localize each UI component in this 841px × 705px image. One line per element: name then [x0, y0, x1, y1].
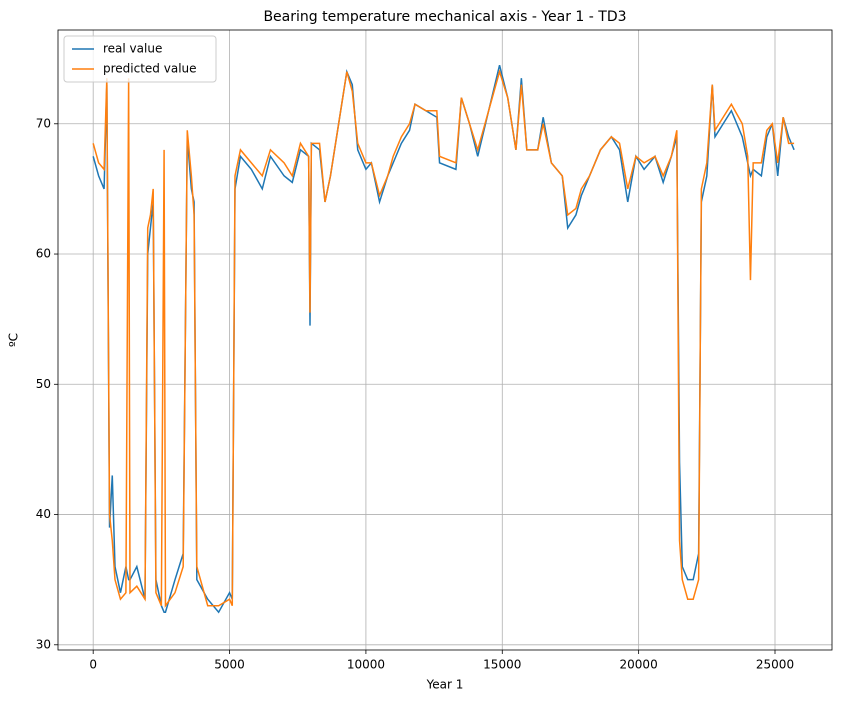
x-tick-label: 5000 [214, 658, 245, 672]
y-tick-label: 30 [36, 637, 51, 651]
series-line [92, 69, 795, 608]
x-tick-label: 25000 [756, 658, 794, 672]
series-line [92, 64, 795, 614]
x-tick-label: 15000 [483, 658, 521, 672]
x-tick-label: 0 [89, 658, 97, 672]
y-tick-label: 40 [36, 507, 51, 521]
y-tick-label: 50 [36, 377, 51, 391]
y-tick-label: 60 [36, 247, 51, 261]
chart-title: Bearing temperature mechanical axis - Ye… [263, 9, 626, 25]
y-axis-label: ºC [7, 333, 21, 347]
x-tick-label: 10000 [347, 658, 385, 672]
plot-frame [57, 29, 833, 651]
y-tick-label: 70 [36, 116, 51, 130]
legend-label: real value [103, 42, 162, 56]
legend-label: predicted value [103, 62, 197, 76]
legend-box [63, 35, 217, 83]
x-tick-label: 20000 [620, 658, 658, 672]
x-axis-label: Year 1 [426, 678, 464, 692]
